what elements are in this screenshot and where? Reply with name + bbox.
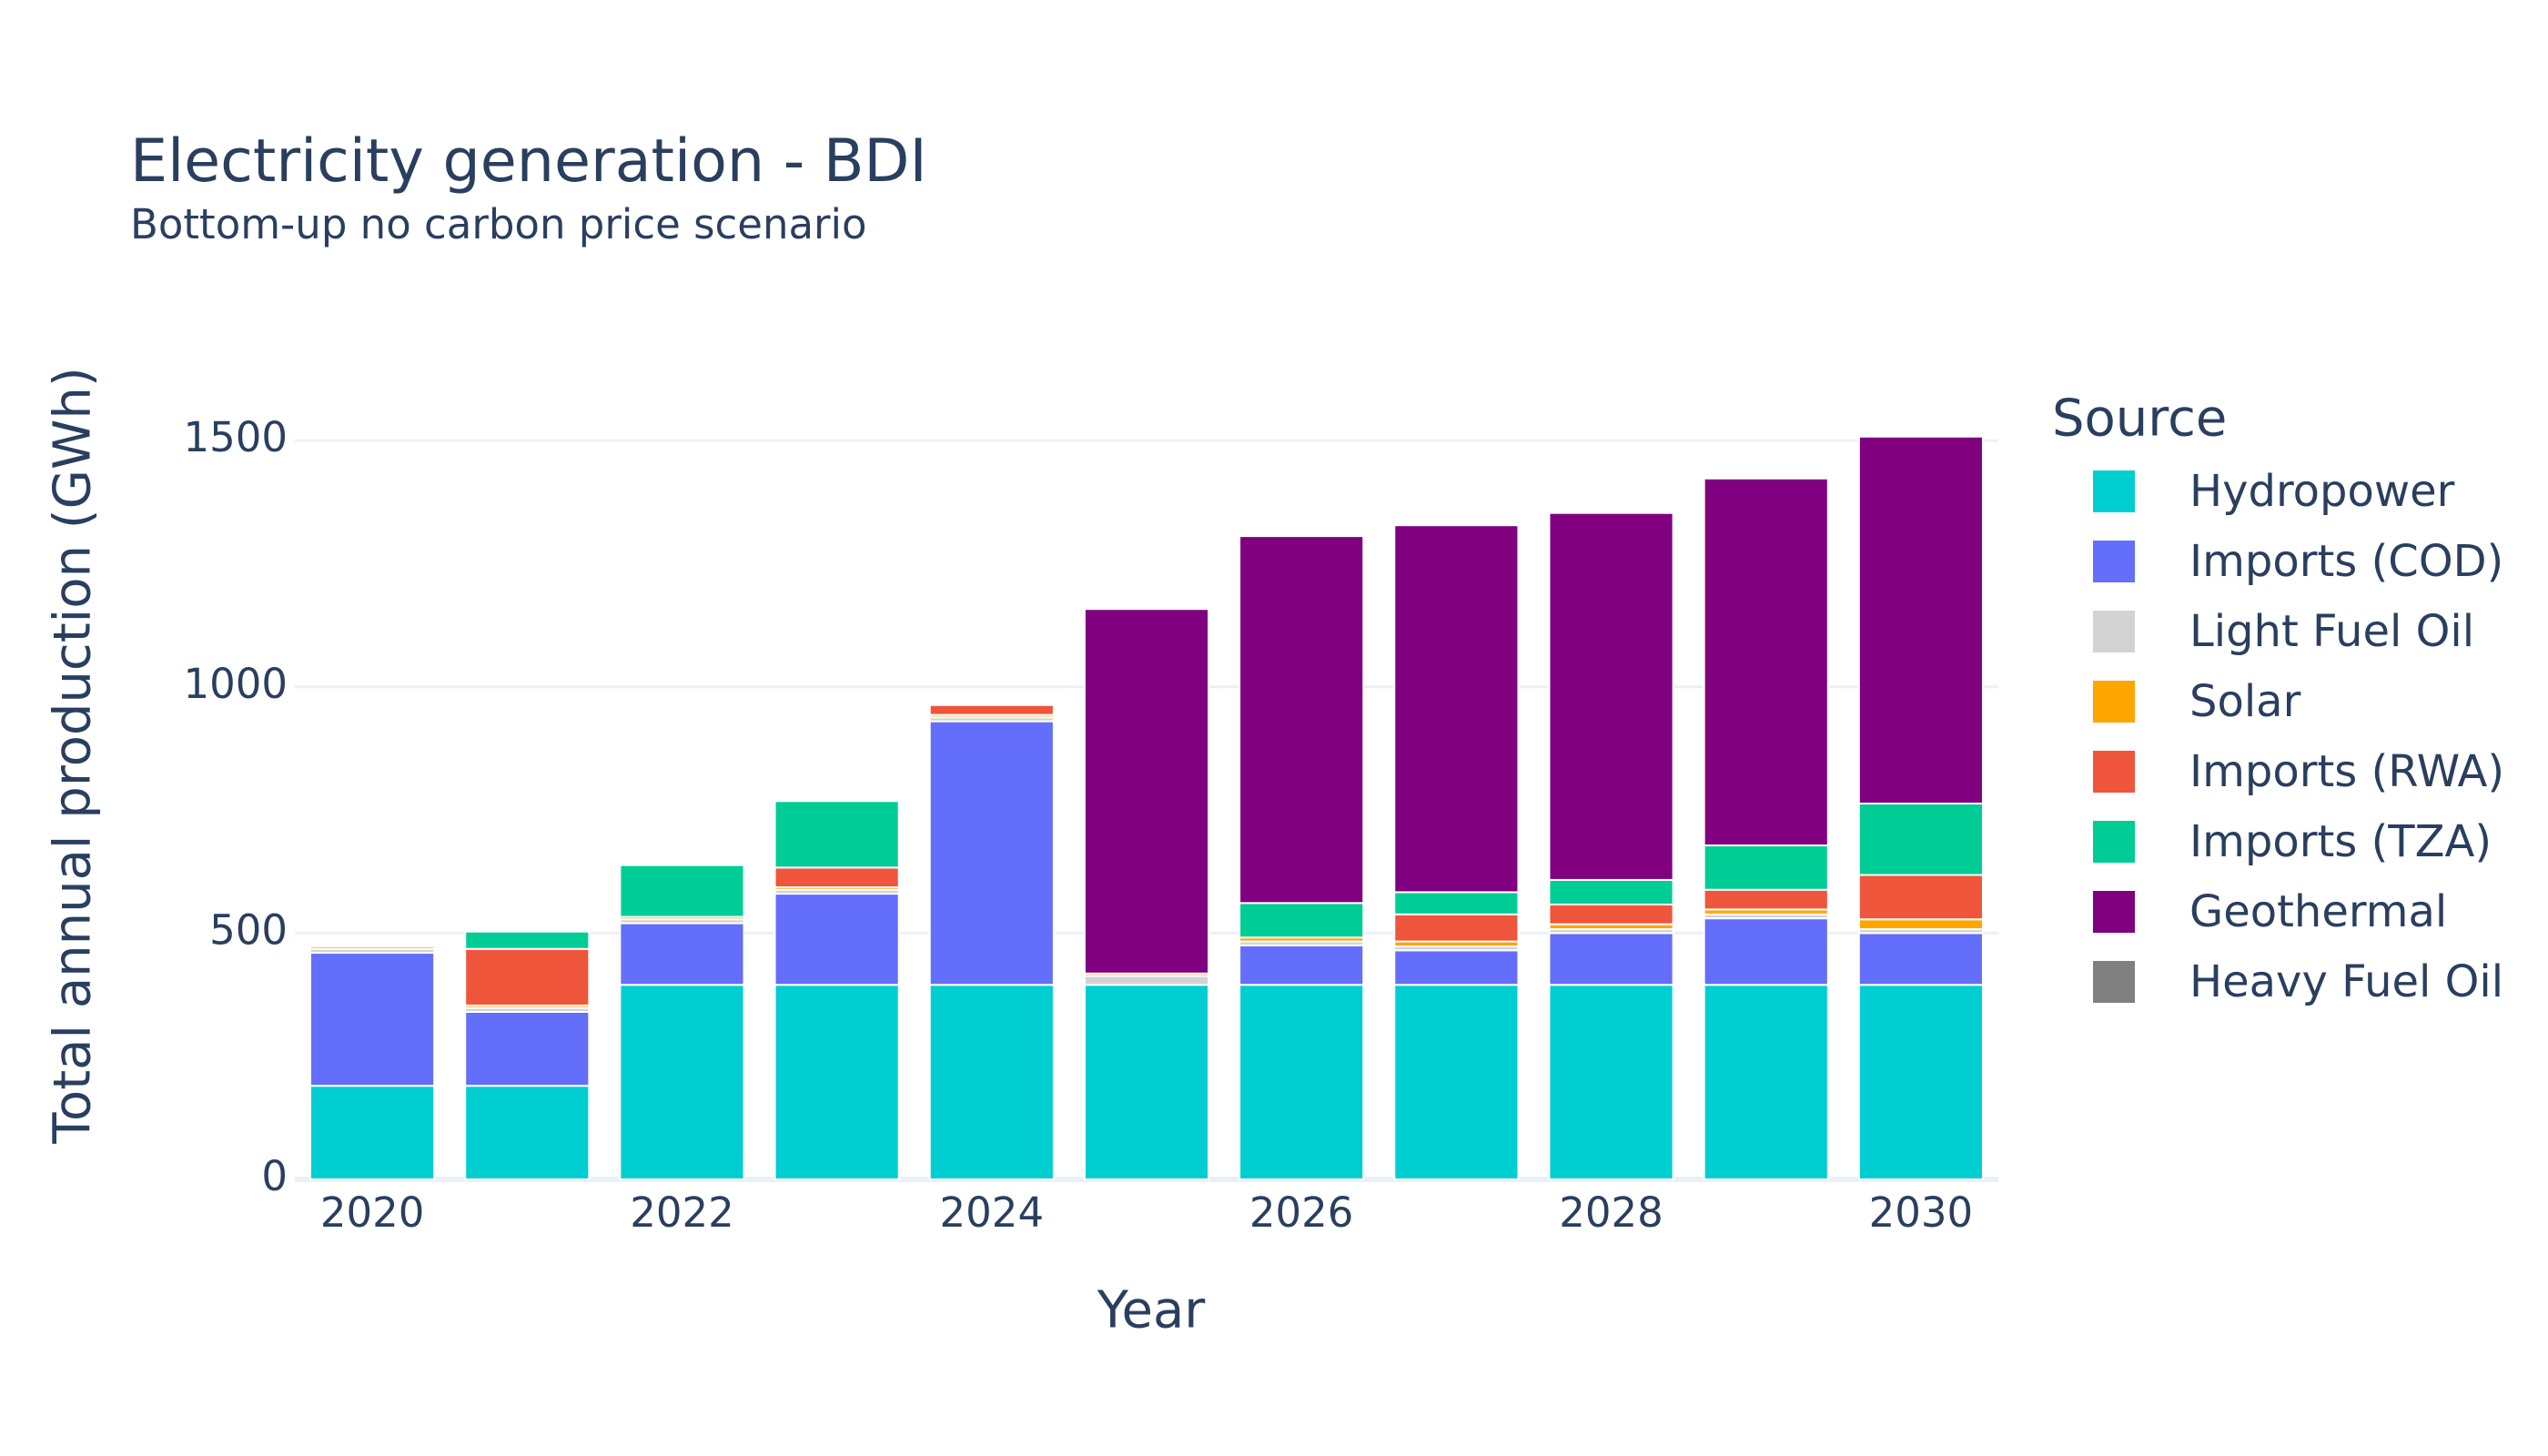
bar-2029-imports-cod[interactable] — [1703, 917, 1829, 986]
bar-2024-imports-rwa[interactable] — [928, 703, 1055, 716]
legend-item-light-fuel-oil[interactable]: Light Fuel Oil — [2093, 604, 2474, 659]
y-tick-labels: 0 500 1000 1500 — [183, 413, 288, 1200]
legend-item-geothermal[interactable]: Geothermal — [2093, 885, 2447, 939]
bar-2020-solar[interactable] — [309, 945, 436, 950]
y-tick-1500: 1500 — [183, 413, 288, 461]
legend-label: Light Fuel Oil — [2189, 606, 2475, 657]
legend-swatch — [2093, 541, 2135, 582]
bar-2030-imports-rwa[interactable] — [1857, 874, 1984, 921]
bar-2026-imports-cod[interactable] — [1239, 944, 1365, 986]
chart-title: Electricity generation - BDI — [130, 127, 927, 196]
bar-2027-imports-cod[interactable] — [1393, 949, 1520, 986]
legend-item-imports-tza[interactable]: Imports (TZA) — [2093, 814, 2492, 869]
bar-2028-geothermal[interactable] — [1548, 511, 1674, 881]
bar-2030-imports-cod[interactable] — [1857, 932, 1984, 986]
bar-2024-imports-cod[interactable] — [928, 720, 1055, 986]
legend-swatch — [2093, 611, 2135, 652]
bar-2023-imports-tza[interactable] — [774, 800, 900, 869]
legend-label: Heavy Fuel Oil — [2189, 956, 2504, 1007]
legend-item-hydropower[interactable]: Hydropower — [2093, 464, 2454, 519]
legend-label: Solar — [2189, 676, 2301, 727]
bar-2022-imports-cod[interactable] — [619, 922, 745, 986]
legend-label: Hydropower — [2189, 466, 2455, 517]
x-tick-2026: 2026 — [1249, 1188, 1354, 1237]
bar-2020-hydropower[interactable] — [309, 1085, 436, 1180]
legend-label: Imports (TZA) — [2189, 816, 2492, 867]
bar-2028-imports-rwa[interactable] — [1548, 903, 1674, 925]
bar-2025-hydropower[interactable] — [1083, 984, 1210, 1181]
bar-2023-hydropower[interactable] — [774, 984, 900, 1181]
bar-2026-hydropower[interactable] — [1239, 984, 1365, 1181]
legend-swatch — [2093, 961, 2135, 1003]
y-axis-label: Total annual production (GWh) — [43, 367, 103, 1144]
x-tick-labels: 2020 2022 2024 2026 2028 2030 — [320, 1188, 1973, 1237]
bar-2026-geothermal[interactable] — [1239, 535, 1365, 905]
legend-swatch — [2093, 891, 2135, 933]
legend-title: Source — [2052, 389, 2228, 449]
legend-swatch — [2093, 821, 2135, 863]
legend-label: Geothermal — [2189, 886, 2448, 937]
x-tick-2020: 2020 — [320, 1188, 425, 1237]
bar-2020-imports-cod[interactable] — [309, 952, 436, 1087]
bar-2027-geothermal[interactable] — [1393, 524, 1520, 894]
bar-2028-hydropower[interactable] — [1548, 984, 1674, 1181]
x-tick-2022: 2022 — [630, 1188, 734, 1237]
bar-2030-imports-tza[interactable] — [1857, 803, 1984, 876]
bar-2026-imports-tza[interactable] — [1239, 902, 1365, 939]
bar-2030-geothermal[interactable] — [1857, 435, 1984, 805]
bar-2021-imports-cod[interactable] — [464, 1010, 591, 1087]
bar-2029-imports-rwa[interactable] — [1703, 888, 1829, 911]
x-tick-2024: 2024 — [940, 1188, 1045, 1237]
bar-2027-imports-rwa[interactable] — [1393, 913, 1520, 943]
legend-item-solar[interactable]: Solar — [2093, 674, 2300, 729]
bar-2029-imports-tza[interactable] — [1703, 844, 1829, 891]
y-tick-1000: 1000 — [183, 660, 288, 708]
bar-2023-imports-rwa[interactable] — [774, 866, 900, 889]
x-axis-label: Year — [1097, 1280, 1206, 1340]
bar-2021-imports-rwa[interactable] — [464, 947, 591, 1006]
bar-2022-imports-tza[interactable] — [619, 864, 745, 918]
bars — [309, 435, 1984, 1181]
bar-2029-geothermal[interactable] — [1703, 477, 1829, 847]
bar-2023-imports-cod[interactable] — [774, 893, 900, 986]
bar-2027-hydropower[interactable] — [1393, 984, 1520, 1181]
y-tick-500: 500 — [209, 905, 288, 954]
bar-2030-solar[interactable] — [1857, 918, 1984, 931]
bar-2030-hydropower[interactable] — [1857, 984, 1984, 1181]
bar-2025-geothermal[interactable] — [1083, 608, 1210, 975]
legend-item-imports-rwa[interactable]: Imports (RWA) — [2093, 744, 2504, 799]
bar-2029-hydropower[interactable] — [1703, 984, 1829, 1181]
legend-label: Imports (RWA) — [2189, 746, 2505, 797]
bar-2025-light-fuel-oil[interactable] — [1083, 975, 1210, 986]
legend-swatch — [2093, 470, 2135, 512]
bar-2022-hydropower[interactable] — [619, 984, 745, 1181]
chart-subtitle: Bottom-up no carbon price scenario — [130, 200, 867, 248]
bar-2021-hydropower[interactable] — [464, 1085, 591, 1180]
legend-item-imports-cod[interactable]: Imports (COD) — [2093, 534, 2503, 589]
legend-item-heavy-fuel-oil[interactable]: Heavy Fuel Oil — [2093, 955, 2503, 1009]
x-tick-2030: 2030 — [1869, 1188, 1974, 1237]
y-tick-0: 0 — [261, 1152, 288, 1200]
legend-swatch — [2093, 681, 2135, 723]
x-tick-2028: 2028 — [1559, 1188, 1663, 1237]
bar-2027-imports-tza[interactable] — [1393, 891, 1520, 915]
legend-swatch — [2093, 751, 2135, 793]
bar-2028-imports-cod[interactable] — [1548, 932, 1674, 986]
bar-2021-imports-tza[interactable] — [464, 930, 591, 950]
bar-2028-imports-tza[interactable] — [1548, 878, 1674, 905]
legend-label: Imports (COD) — [2189, 536, 2504, 587]
bar-2024-hydropower[interactable] — [928, 984, 1055, 1181]
